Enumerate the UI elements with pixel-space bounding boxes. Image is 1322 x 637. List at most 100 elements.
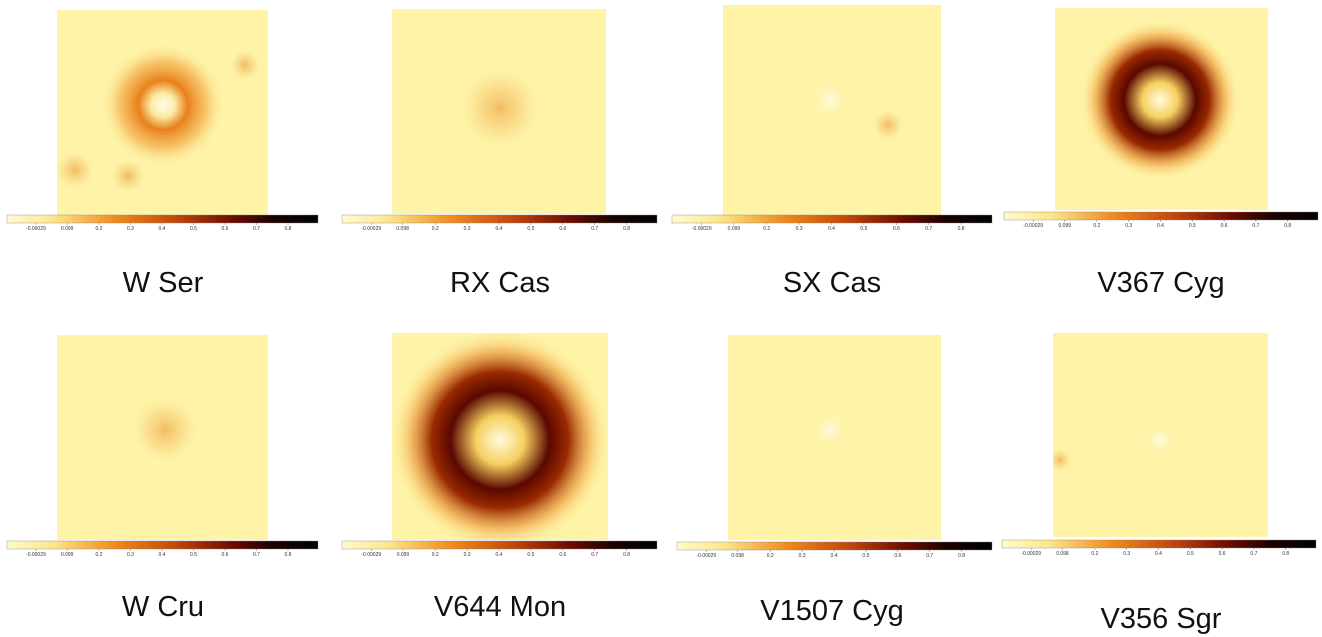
colorbar-tick-label: 0.5 — [527, 226, 534, 232]
colorbar-tick-label: 0.8 — [958, 553, 965, 559]
colorbar-tick-label: 0.8 — [285, 552, 292, 558]
colorbar-tick-label: 0.2 — [432, 226, 439, 232]
panel-label: W Ser — [123, 267, 204, 299]
colorbar-tick-label: 0.6 — [894, 553, 901, 559]
colorbar-tick-label: 0.6 — [1221, 223, 1228, 229]
colorbar-tick-label: 0.4 — [159, 552, 166, 558]
colorbar-tick-label: 0.6 — [893, 226, 900, 232]
colorbar-tick-label: 0.6 — [1219, 551, 1226, 557]
colorbar-tick-label: 0.2 — [767, 553, 774, 559]
colorbar-tick-label: 0.098 — [731, 553, 744, 559]
colorbar-tick-label: 0.3 — [799, 553, 806, 559]
colorbar-tick-label: -0.00029 — [692, 226, 712, 232]
colorbar — [1002, 540, 1316, 548]
colorbar — [7, 215, 318, 223]
image-feature — [131, 396, 199, 464]
panel-label: V1507 Cyg — [760, 595, 904, 627]
colorbar-tick-label: 0.6 — [222, 226, 229, 232]
colorbar-tick-label: -0.00029 — [26, 552, 46, 558]
colorbar-tick-label: 0.8 — [285, 226, 292, 232]
panel-label: SX Cas — [783, 267, 881, 299]
colorbar-tick-label: 0.7 — [926, 553, 933, 559]
colorbar — [7, 541, 318, 549]
colorbar-tick-label: 0.2 — [1093, 223, 1100, 229]
colorbar-tick-label: -0.00029 — [26, 226, 46, 232]
colorbar — [1004, 212, 1318, 220]
colorbar-tick-label: 0.3 — [464, 552, 471, 558]
image-feature — [149, 91, 177, 119]
colorbar-tick-label: 0.7 — [1250, 551, 1257, 557]
colorbar-tick-label: 0.099 — [397, 552, 410, 558]
image-feature — [810, 410, 850, 450]
figure: -0.00029 0.099 0.2 0.3 0.4 0.5 0.6 0.7 0.8 W Ser -… — [0, 0, 1322, 637]
image-feature — [110, 158, 146, 194]
colorbar-tick-label: 0.3 — [1123, 551, 1130, 557]
image-feature — [458, 66, 542, 150]
colorbar-tick-label: 0.6 — [559, 552, 566, 558]
colorbar-tick-label: -0.00029 — [696, 553, 716, 559]
colorbar-tick-label: -0.00029 — [361, 552, 381, 558]
colorbar-tick-label: 0.5 — [527, 552, 534, 558]
colorbar-tick-label: 0.5 — [190, 226, 197, 232]
colorbar-tick-label: 0.2 — [432, 552, 439, 558]
colorbar-tick-label: 0.5 — [190, 552, 197, 558]
colorbar-tick-label: 0.3 — [796, 226, 803, 232]
colorbar — [342, 215, 657, 223]
colorbar-tick-label: 0.5 — [1187, 551, 1194, 557]
image-feature — [808, 78, 852, 122]
panel-label: V644 Mon — [434, 591, 566, 623]
colorbar-tick-label: 0.7 — [253, 226, 260, 232]
colorbar-tick-label: 0.3 — [464, 226, 471, 232]
colorbar-tick-label: 0.099 — [728, 226, 741, 232]
colorbar-tick-label: 0.099 — [61, 226, 74, 232]
colorbar-tick-label: 0.6 — [559, 226, 566, 232]
image-feature — [1142, 422, 1178, 458]
panel-label: W Cru — [122, 591, 204, 623]
colorbar-tick-label: 0.7 — [253, 552, 260, 558]
colorbar-tick-label: 0.4 — [496, 552, 503, 558]
colorbar — [342, 541, 657, 549]
colorbar-tick-label: 0.7 — [591, 226, 598, 232]
colorbar-tick-label: 0.4 — [1157, 223, 1164, 229]
colorbar-tick-label: 0.2 — [96, 226, 103, 232]
panel-label: V367 Cyg — [1097, 267, 1224, 299]
colorbar-tick-label: -0.00029 — [361, 226, 381, 232]
colorbar-tick-label: 0.6 — [222, 552, 229, 558]
colorbar-tick-label: 0.4 — [831, 553, 838, 559]
colorbar-tick-label: 0.4 — [1155, 551, 1162, 557]
colorbar-tick-label: 0.3 — [127, 552, 134, 558]
colorbar-tick-label: 0.5 — [862, 553, 869, 559]
colorbar-tick-label: 0.7 — [1252, 223, 1259, 229]
colorbar-tick-label: 0.7 — [591, 552, 598, 558]
colorbar-tick-label: 0.099 — [1059, 223, 1072, 229]
colorbar-tick-label: 0.099 — [61, 552, 74, 558]
colorbar-tick-label: 0.098 — [396, 226, 409, 232]
panel-label: RX Cas — [450, 267, 550, 299]
colorbar-tick-label: 0.2 — [1091, 551, 1098, 557]
colorbar-tick-label: 0.8 — [623, 226, 630, 232]
image-feature — [390, 330, 610, 550]
colorbar-tick-label: 0.8 — [958, 226, 965, 232]
image-feature — [55, 150, 95, 190]
image-feature — [872, 109, 904, 141]
colorbar-tick-label: 0.4 — [496, 226, 503, 232]
colorbar-tick-label: 0.7 — [925, 226, 932, 232]
panel-label: V356 Sgr — [1101, 603, 1222, 635]
colorbar — [677, 542, 992, 550]
colorbar-tick-label: -0.00029 — [1021, 551, 1041, 557]
colorbar-tick-label: 0.4 — [159, 226, 166, 232]
colorbar-tick-label: 0.8 — [1284, 223, 1291, 229]
colorbar-tick-label: 0.2 — [96, 552, 103, 558]
colorbar-tick-label: 0.2 — [763, 226, 770, 232]
image-feature — [229, 49, 261, 81]
image-feature — [1048, 448, 1072, 472]
colorbar-tick-label: -0.00029 — [1023, 223, 1043, 229]
colorbar-tick-label: 0.8 — [1282, 551, 1289, 557]
colorbar-tick-label: 0.3 — [127, 226, 134, 232]
image-feature — [1080, 20, 1240, 180]
colorbar-tick-label: 0.3 — [1125, 223, 1132, 229]
colorbar-tick-label: 0.5 — [1189, 223, 1196, 229]
colorbar-tick-label: 0.8 — [623, 552, 630, 558]
colorbar-tick-label: 0.098 — [1056, 551, 1069, 557]
colorbar-tick-label: 0.5 — [860, 226, 867, 232]
